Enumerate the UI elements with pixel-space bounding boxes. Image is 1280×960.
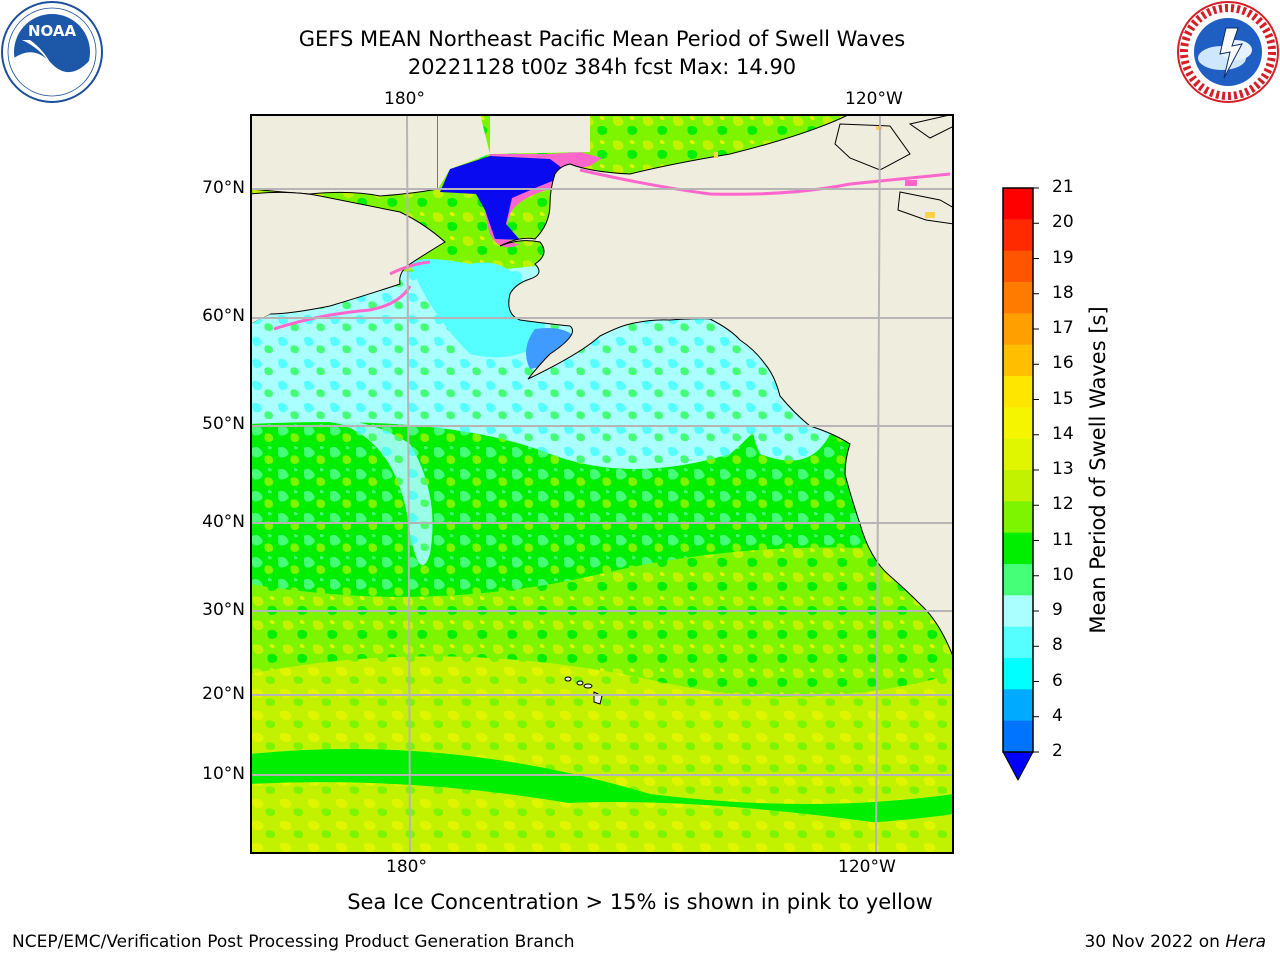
colorbar-tick-label: 12: [1052, 494, 1074, 515]
colorbar-band: [1003, 658, 1033, 690]
colorbar-tick-label: 14: [1052, 423, 1074, 444]
lat-label-10n: 10°N: [202, 764, 245, 784]
colorbar-band: [1003, 438, 1033, 471]
map-panel: [250, 114, 954, 854]
lon-label-bottom-120w: 120°W: [838, 857, 896, 877]
colorbar-tick-label: 17: [1052, 318, 1074, 338]
chart-title: GEFS MEAN Northeast Pacific Mean Period …: [298, 27, 906, 51]
colorbar-band: [1003, 344, 1033, 377]
colorbar-tick-label: 20: [1052, 212, 1074, 233]
lat-label-50n: 50°N: [202, 414, 245, 434]
colorbar-band: [1003, 532, 1033, 565]
colorbar-tick-label: 2: [1052, 741, 1063, 761]
colorbar-band: [1003, 250, 1033, 283]
colorbar-band: [1003, 376, 1033, 408]
colorbar-tick-label: 21: [1052, 177, 1074, 197]
gridlines: [250, 114, 954, 854]
colorbar-tick-label: 9: [1052, 600, 1063, 620]
colorbar-band: [1003, 689, 1033, 722]
colorbar-band: [1003, 626, 1033, 659]
colorbar-tick-label: 11: [1052, 529, 1074, 550]
footer-date: 30 Nov 2022 on Hera: [1084, 932, 1266, 952]
colorbar-band: [1003, 564, 1033, 596]
lat-label-30n: 30°N: [202, 600, 245, 620]
colorbar-band: [1003, 282, 1033, 314]
chart-subtitle: 20221128 t00z 384h fcst Max: 14.90: [407, 55, 797, 79]
colorbar-band: [1003, 219, 1033, 252]
footer-credit: NCEP/EMC/Verification Post Processing Pr…: [12, 932, 575, 952]
lat-label-20n: 20°N: [202, 684, 245, 704]
colorbar-extend-arrow: [1002, 751, 1034, 782]
colorbar-band: [1003, 501, 1033, 534]
colorbar-tick-label: 16: [1052, 353, 1074, 374]
svg-text:NOAA: NOAA: [28, 22, 77, 40]
lat-label-40n: 40°N: [202, 512, 245, 532]
colorbar-band: [1003, 595, 1033, 628]
colorbar-band: [1003, 407, 1033, 440]
nws-logo: [1177, 1, 1279, 103]
lat-label-60n: 60°N: [202, 306, 245, 326]
sea-ice-caption: Sea Ice Concentration > 15% is shown in …: [347, 890, 933, 914]
colorbar-tick-label: 10: [1052, 564, 1074, 585]
colorbar-band: [1003, 188, 1033, 220]
colorbar-tick-label: 19: [1052, 247, 1074, 268]
lon-label-top-180: 180°: [384, 89, 425, 109]
lon-label-bottom-180: 180°: [386, 857, 427, 877]
footer-machine: Hera: [1225, 932, 1266, 952]
colorbar-band: [1003, 313, 1033, 346]
lon-label-top-120w: 120°W: [845, 89, 903, 109]
colorbar-band: [1003, 470, 1033, 502]
colorbar-band: [1003, 720, 1033, 753]
noaa-logo: NOAA: [1, 1, 103, 103]
colorbar-tick-label: 6: [1052, 670, 1063, 691]
colorbar-tick-label: 4: [1052, 705, 1063, 726]
colorbar: [1002, 187, 1039, 782]
lat-label-70n: 70°N: [202, 178, 245, 198]
colorbar-tick-label: 13: [1052, 459, 1074, 479]
colorbar-tick-label: 18: [1052, 282, 1074, 303]
colorbar-tick-label: 8: [1052, 635, 1063, 656]
colorbar-tick-label: 15: [1052, 388, 1074, 409]
